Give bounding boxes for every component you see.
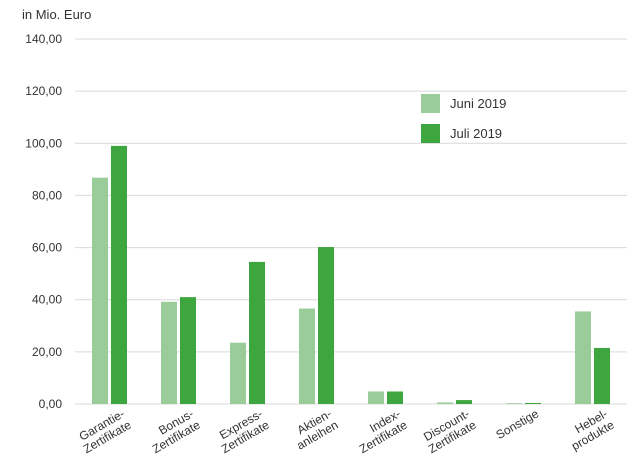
category-label: Index-Zertifikate	[350, 406, 409, 456]
bars	[92, 145, 610, 404]
category-label: Garantie-Zertifikate	[74, 406, 133, 456]
category-label: Discount-Zertifikate	[419, 406, 478, 456]
category-label: Bonus-Zertifikate	[143, 406, 202, 456]
legend-label-2: Juli 2019	[450, 126, 502, 141]
y-tick-label: 20,00	[32, 345, 62, 359]
y-tick-label: 140,00	[25, 32, 62, 46]
y-tick-label: 60,00	[32, 241, 62, 255]
legend: Juni 2019 Juli 2019	[421, 94, 506, 143]
bar-2-1	[111, 145, 127, 404]
y-tick-label: 40,00	[32, 293, 62, 307]
bar-1-2	[161, 301, 177, 404]
category-label: Sonstige	[494, 406, 542, 442]
unit-label: in Mio. Euro	[22, 7, 91, 22]
bar-1-5	[368, 391, 384, 404]
bar-1-4	[299, 308, 315, 404]
legend-swatch-1	[421, 94, 440, 113]
bar-1-3	[230, 342, 246, 404]
y-tick-label: 80,00	[32, 188, 62, 202]
bar-1-7	[506, 403, 522, 404]
gridlines	[75, 38, 627, 405]
bar-1-8	[575, 311, 591, 404]
bar-1-1	[92, 177, 108, 404]
legend-swatch-2	[421, 124, 440, 143]
category-label: Hebel-produkte	[563, 406, 617, 453]
legend-label-1: Juni 2019	[450, 96, 506, 111]
bar-2-8	[594, 347, 610, 404]
bar-2-5	[387, 391, 403, 404]
bar-2-4	[318, 247, 334, 404]
bar-2-7	[525, 402, 541, 404]
bar-2-3	[249, 261, 265, 404]
category-label: Aktien-anleihen	[288, 406, 341, 452]
y-tick-label: 0,00	[39, 397, 63, 411]
bar-2-6	[456, 400, 472, 404]
bar-2-2	[180, 297, 196, 404]
y-tick-labels: 0,00 20,00 40,00 60,00 80,00 100,00 120,00 140,…	[25, 32, 62, 411]
category-label: Express-Zertifikate	[212, 406, 271, 456]
category-labels: Garantie-Zertifikate Bonus-Zertifikate Exp…	[74, 406, 617, 456]
y-tick-label: 100,00	[25, 136, 62, 150]
bar-1-6	[437, 402, 453, 404]
y-tick-label: 120,00	[25, 84, 62, 98]
